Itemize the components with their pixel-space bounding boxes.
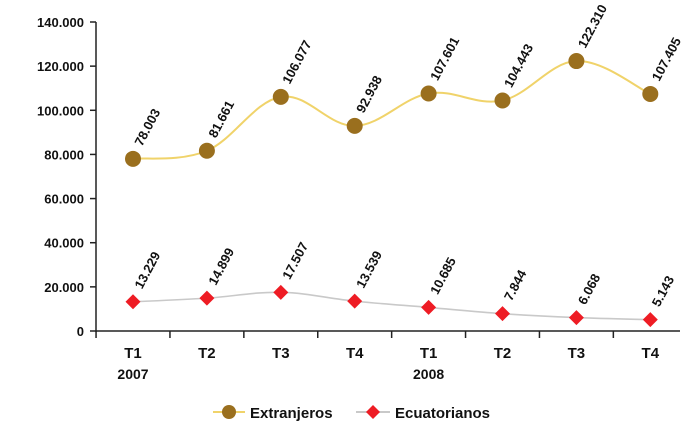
- y-tick-label: 0: [77, 324, 84, 339]
- x-tick-label: T4: [346, 345, 364, 362]
- x-tick-label: T1: [124, 345, 142, 362]
- data-label-ecuatorianos: 17.507: [279, 240, 311, 282]
- legend-marker-extranjeros: [222, 405, 236, 419]
- data-label-ecuatorianos: 14.899: [205, 245, 237, 287]
- y-tick-label: 80.000: [44, 147, 84, 162]
- x-axis-tick-labels: T1 T2 T3 T4 T1 T2 T3 T4 2007 2008: [117, 345, 659, 382]
- legend: Extranjeros Ecuatorianos: [213, 405, 490, 422]
- y-axis-tick-labels: 0 20.000 40.000 60.000 80.000 100.000 120.000 1…: [37, 15, 84, 339]
- data-label-ecuatorianos: 10.685: [427, 255, 459, 297]
- data-label-ecuatorianos: 5.143: [649, 273, 678, 309]
- x-tick-label: T4: [642, 345, 660, 362]
- data-point-ecuatorianos: [421, 299, 437, 315]
- data-point-ecuatorianos: [642, 312, 658, 328]
- x-year-label: 2008: [413, 366, 444, 382]
- data-label-extranjeros: 92.938: [353, 73, 385, 115]
- series-line-ecuatorianos: [132, 291, 651, 321]
- y-tick-label: 20.000: [44, 280, 84, 295]
- x-year-label: 2007: [117, 366, 148, 382]
- data-point-ecuatorianos: [347, 293, 363, 309]
- data-label-extranjeros: 81.661: [205, 98, 237, 140]
- axes: [90, 21, 680, 338]
- data-point-ecuatorianos: [199, 290, 215, 306]
- data-point-ecuatorianos: [273, 284, 289, 300]
- data-label-ecuatorianos: 13.229: [131, 249, 163, 291]
- x-tick-label: T3: [272, 345, 290, 362]
- x-tick-label: T2: [494, 345, 512, 362]
- y-tick-label: 60.000: [44, 192, 84, 207]
- data-point-extranjeros: [125, 150, 141, 167]
- data-label-extranjeros: 107.405: [649, 35, 684, 84]
- data-label-ecuatorianos: 7.844: [501, 267, 530, 303]
- legend-label-ecuatorianos: Ecuatorianos: [395, 405, 490, 422]
- legend-marker-ecuatorianos: [366, 405, 380, 419]
- x-tick-label: T2: [198, 345, 216, 362]
- series: [125, 53, 659, 328]
- data-label-extranjeros: 106.077: [279, 38, 314, 87]
- data-point-ecuatorianos: [495, 306, 510, 322]
- data-label-extranjeros: 104.443: [501, 41, 536, 90]
- data-point-extranjeros: [198, 142, 215, 159]
- y-tick-label: 40.000: [44, 236, 84, 251]
- data-label-extranjeros: 107.601: [427, 34, 462, 83]
- data-point-extranjeros: [272, 88, 289, 105]
- y-tick-label: 120.000: [37, 59, 84, 74]
- legend-item-extranjeros: Extranjeros: [213, 405, 333, 422]
- data-point-ecuatorianos: [568, 310, 584, 326]
- legend-label-extranjeros: Extranjeros: [250, 405, 333, 422]
- data-label-ecuatorianos: 6.068: [575, 271, 604, 307]
- data-labels: 78.003 81.661 106.077 92.938 107.601 104.443 1…: [131, 2, 684, 309]
- data-label-extranjeros: 122.310: [575, 2, 610, 51]
- data-point-extranjeros: [420, 85, 437, 102]
- data-point-ecuatorianos: [125, 294, 141, 310]
- x-tick-label: T1: [420, 345, 438, 362]
- legend-item-ecuatorianos: Ecuatorianos: [356, 405, 490, 422]
- y-tick-label: 100.000: [37, 103, 84, 118]
- x-tick-label: T3: [568, 345, 586, 362]
- y-tick-label: 140.000: [37, 15, 84, 30]
- data-label-extranjeros: 78.003: [131, 106, 163, 148]
- data-point-extranjeros: [642, 85, 659, 102]
- data-point-extranjeros: [346, 117, 363, 134]
- data-label-ecuatorianos: 13.539: [353, 248, 385, 290]
- data-point-extranjeros: [494, 92, 511, 109]
- data-point-extranjeros: [568, 53, 585, 70]
